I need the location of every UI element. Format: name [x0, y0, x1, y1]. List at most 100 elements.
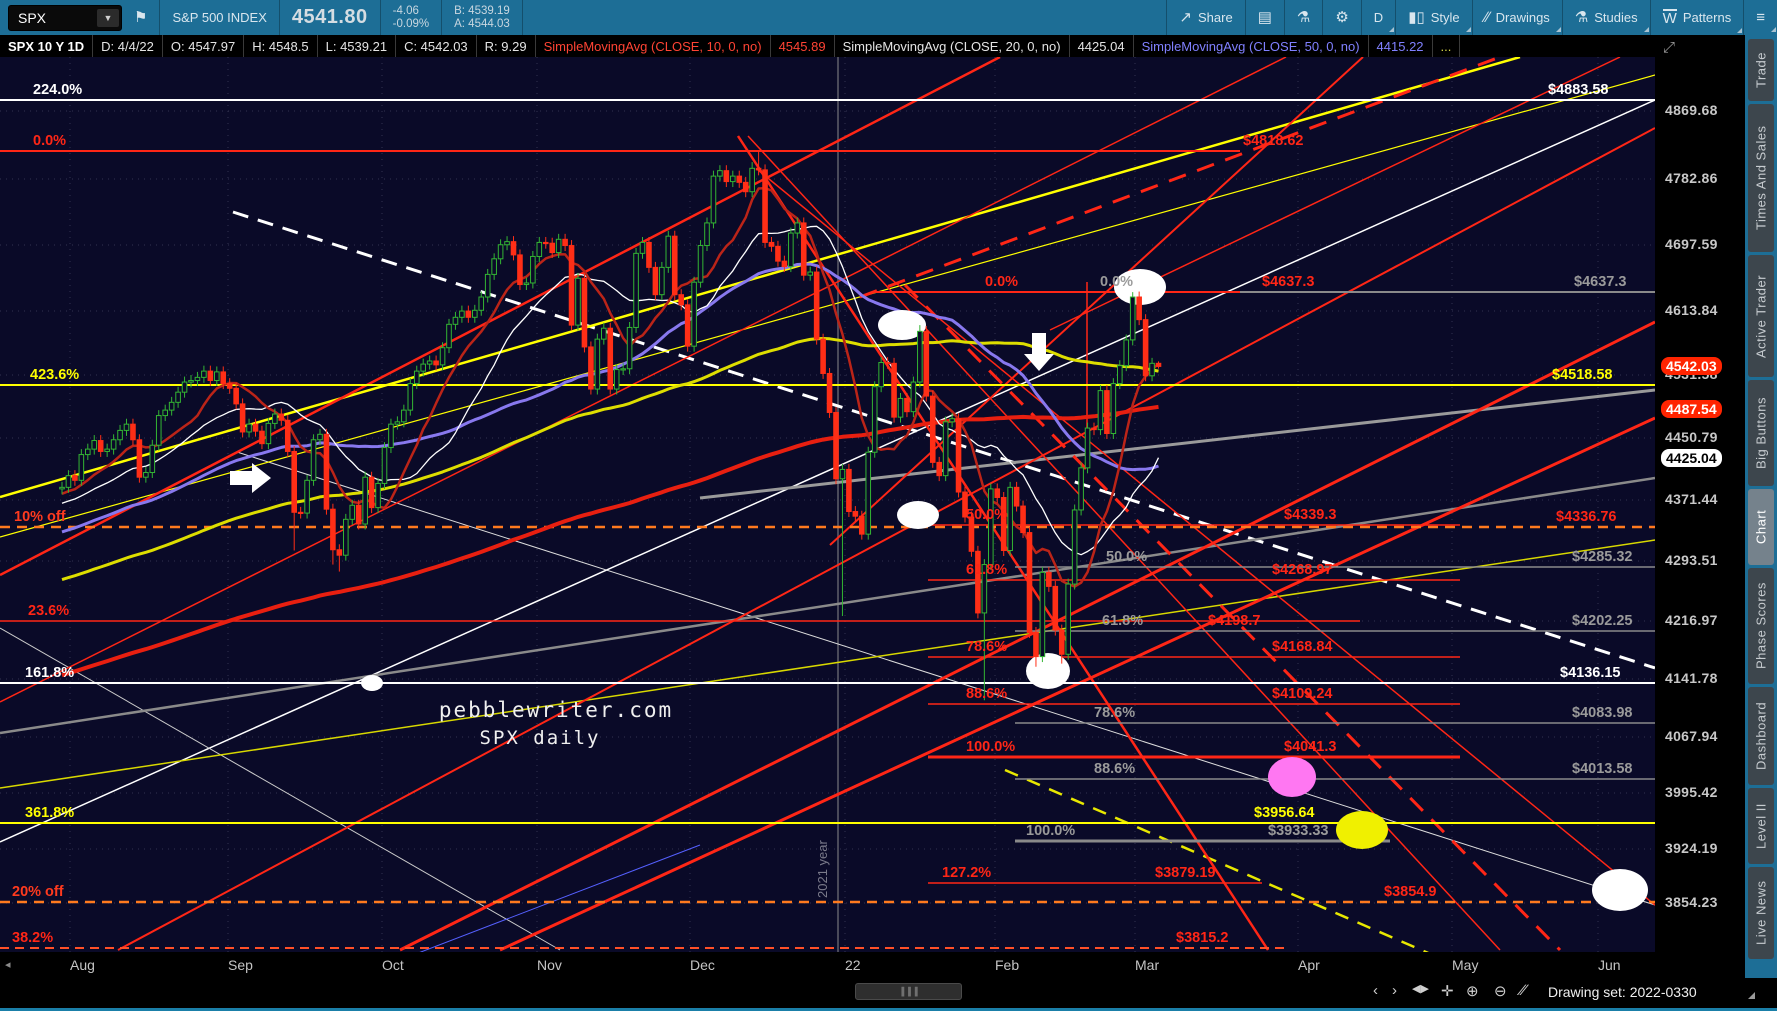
- link-flag-icon[interactable]: ⚑: [134, 9, 148, 26]
- month-label: 22: [845, 957, 861, 973]
- company-name: S&P 500 INDEX: [172, 10, 267, 25]
- patterns-icon: W: [1662, 9, 1677, 27]
- price-bubble: 4542.03: [1661, 357, 1722, 375]
- axis-tick: 4216.97: [1665, 612, 1718, 628]
- more-studies[interactable]: ...: [1433, 35, 1461, 57]
- sma10-value: 4545.89: [771, 35, 835, 57]
- time-axis[interactable]: ◂ Aug Sep Oct Nov Dec 22 Feb Mar Apr May Jun: [0, 952, 1655, 978]
- highlight-ellipse: [1592, 869, 1648, 911]
- sidebar-tab-live-news[interactable]: Live News: [1748, 867, 1774, 959]
- axis-tick: 3854.23: [1665, 894, 1718, 910]
- fib-label: $3933.33: [1268, 823, 1328, 839]
- fib-label: 50.0%: [1106, 549, 1147, 565]
- month-label: Sep: [228, 957, 253, 973]
- crosshair-icon[interactable]: ✛: [1441, 983, 1454, 1000]
- collapse-panel-icon[interactable]: ⤢: [1663, 39, 1676, 56]
- expand-horizontal-icon[interactable]: ◀▶: [1412, 983, 1429, 995]
- sidebar-tab-dashboard[interactable]: Dashboard: [1748, 687, 1774, 785]
- axis-tick: 4782.86: [1665, 170, 1718, 186]
- month-label: Mar: [1135, 957, 1160, 973]
- fib-label: $4339.3: [1284, 507, 1336, 523]
- drawing-tool-icon[interactable]: ∕∕: [1521, 982, 1527, 999]
- right-sidebar: Trade Times And Sales Active Trader Big But…: [1745, 35, 1777, 978]
- studies-button[interactable]: ⚗ Studies: [1563, 10, 1650, 32]
- ohlc-high: H: 4548.5: [244, 35, 318, 57]
- fib-label: $4336.76: [1556, 509, 1616, 525]
- chart-menu-button[interactable]: ≡: [1744, 9, 1777, 32]
- ohlc-open: O: 4547.97: [163, 35, 245, 57]
- fib-label: $4041.3: [1284, 739, 1336, 755]
- sidebar-tab-big-buttons[interactable]: Big Buttons: [1748, 380, 1774, 486]
- arrow-down-drawing: [1024, 333, 1054, 371]
- drawings-icon: ∕∕: [1484, 9, 1490, 26]
- top-toolbar: SPX ▼ ⚑ S&P 500 INDEX 4541.80 -4.06 -0.0…: [0, 0, 1777, 35]
- sidebar-tab-chart[interactable]: Chart: [1748, 489, 1774, 565]
- highlight-ellipse: [361, 675, 383, 691]
- ma-line-sma200: [61, 404, 1159, 678]
- fib-label: $3854.9: [1384, 884, 1436, 900]
- drawings-button[interactable]: ∕∕ Drawings: [1473, 9, 1562, 32]
- sma50-label[interactable]: SimpleMovingAvg (CLOSE, 50, 0, no): [1134, 35, 1369, 57]
- share-button[interactable]: ↗ Share: [1179, 9, 1233, 26]
- fib-label: $4136.15: [1560, 665, 1620, 681]
- sidebar-tab-trade[interactable]: Trade: [1748, 39, 1774, 101]
- price-chart[interactable]: 2021 year pebblewriter.com SPX daily 224.0%…: [0, 55, 1656, 1011]
- axis-tick: 4869.68: [1665, 102, 1718, 118]
- symbol-input[interactable]: SPX ▼: [8, 4, 122, 31]
- sidebar-tab-times-and-sales[interactable]: Times And Sales: [1748, 104, 1774, 252]
- fib-label: $3879.19: [1155, 865, 1215, 881]
- resize-corner-icon[interactable]: [1748, 992, 1755, 999]
- drawing-set-label[interactable]: Drawing set: 2022-0330: [1548, 984, 1697, 1000]
- axis-tick: 4697.59: [1665, 236, 1718, 252]
- sma20-label[interactable]: SimpleMovingAvg (CLOSE, 20, 0, no): [835, 35, 1070, 57]
- fib-label: 0.0%: [985, 274, 1018, 290]
- scroll-left-icon[interactable]: ◂: [5, 959, 11, 971]
- sma20-value: 4425.04: [1070, 35, 1134, 57]
- highlight-ellipse: [1336, 811, 1388, 849]
- month-label: May: [1452, 957, 1479, 973]
- patterns-button[interactable]: W Patterns: [1651, 9, 1744, 33]
- fib-label: $4637.3: [1262, 274, 1314, 290]
- fib-label: 20% off: [12, 884, 64, 900]
- menu-icon: ≡: [1756, 9, 1765, 26]
- style-button[interactable]: ▮▯ Style: [1396, 10, 1472, 32]
- pan-left-icon[interactable]: ‹: [1373, 982, 1378, 999]
- axis-tick: 4450.79: [1665, 429, 1718, 445]
- ohlc-close: C: 4542.03: [396, 35, 477, 57]
- axis-tick: 4067.94: [1665, 728, 1718, 744]
- fib-label: 61.8%: [1102, 613, 1143, 629]
- highlight-ellipse: [878, 310, 926, 340]
- month-label: Jun: [1598, 957, 1621, 973]
- settings-button[interactable]: ⚙: [1323, 10, 1360, 25]
- month-label: Nov: [537, 957, 562, 973]
- fib-label: $4883.58: [1548, 82, 1608, 98]
- month-label: Aug: [70, 957, 95, 973]
- notes-button[interactable]: ▤: [1246, 10, 1284, 25]
- axis-tick: 4613.84: [1665, 302, 1718, 318]
- sidebar-tab-phase-scores[interactable]: Phase Scores: [1748, 568, 1774, 684]
- fib-label: $3815.2: [1176, 930, 1228, 946]
- symbol-dropdown-icon[interactable]: ▼: [97, 8, 119, 27]
- fib-label: 361.8%: [25, 805, 74, 821]
- fib-label: $4518.58: [1552, 367, 1612, 383]
- zoom-in-icon[interactable]: ⊕: [1466, 983, 1479, 1000]
- sidebar-tab-level-ii[interactable]: Level II: [1748, 788, 1774, 864]
- fib-label: $4818.62: [1243, 133, 1303, 149]
- sidebar-tab-active-trader[interactable]: Active Trader: [1748, 255, 1774, 377]
- price-change-pct: -0.09%: [392, 17, 430, 30]
- price-axis[interactable]: ⤢ 4869.684782.864697.594613.844531.58445…: [1655, 35, 1745, 978]
- fib-label: $4268.97: [1272, 562, 1332, 578]
- pan-right-icon[interactable]: ›: [1392, 982, 1397, 999]
- chart-scrollbar[interactable]: ▐▐▐: [855, 983, 962, 1000]
- fib-label: $4109.24: [1272, 686, 1332, 702]
- ohlc-date: D: 4/4/22: [93, 35, 163, 57]
- chart-svg[interactable]: 2021 year pebblewriter.com SPX daily 224.0%…: [0, 55, 1656, 1011]
- zoom-out-icon[interactable]: ⊖: [1494, 983, 1507, 1000]
- fib-label: $4083.98: [1572, 705, 1632, 721]
- analyze-button[interactable]: ⚗: [1285, 10, 1322, 25]
- timeframe-button[interactable]: D: [1362, 10, 1395, 32]
- sma10-label[interactable]: SimpleMovingAvg (CLOSE, 10, 0, no): [536, 35, 771, 57]
- fib-label: 38.2%: [12, 930, 53, 946]
- ask-value: A: 4544.03: [454, 17, 510, 30]
